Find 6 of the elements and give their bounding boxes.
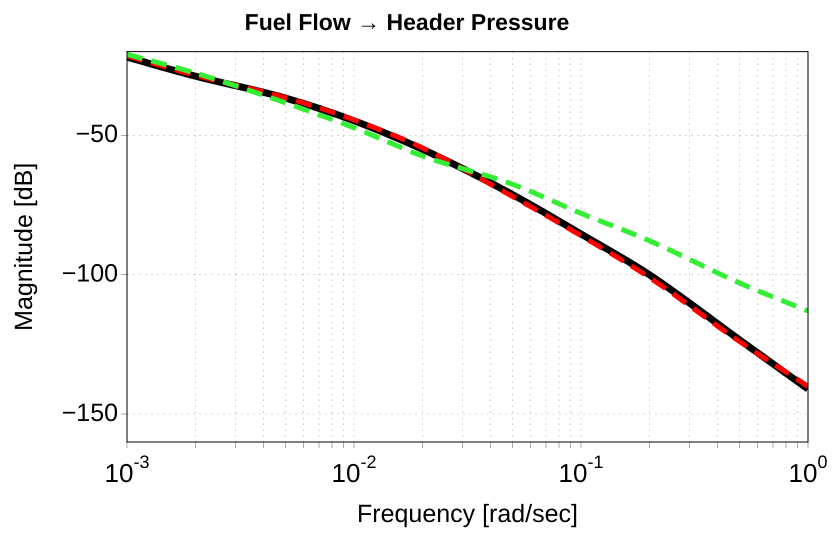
y-tick-label: −150 — [62, 399, 118, 428]
chart-title: Fuel Flow → Header Pressure — [244, 9, 570, 36]
y-tick-label: −50 — [76, 120, 118, 148]
y-tick-label: −100 — [62, 260, 118, 288]
x-axis-title: Frequency [rad/sec] — [357, 500, 578, 528]
y-axis-title: Magnitude [dB] — [10, 162, 38, 331]
